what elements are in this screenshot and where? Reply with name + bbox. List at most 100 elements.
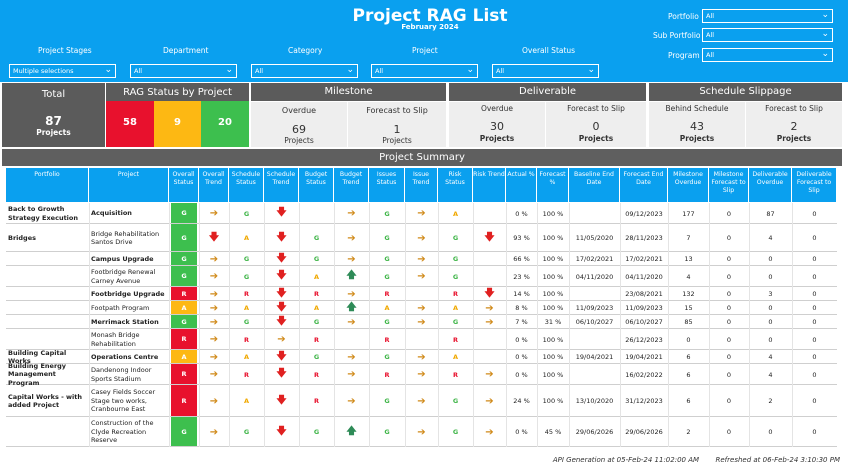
project-stages-filter[interactable]: Multiple selections ⌄	[9, 64, 116, 78]
column-header-schedule-status[interactable]: Schedule Status	[229, 168, 264, 202]
table-row[interactable]: Footbridge Renewal Carney Avenue G ➔ G 🡇 A 🡅 G ➔…	[6, 266, 837, 287]
column-header-deliverable-overdue[interactable]: Deliverable Overdue	[749, 168, 792, 202]
baseline-end-date-cell: 11/05/2020	[575, 234, 614, 242]
table-row[interactable]: Capital Works - with added Project Casey …	[6, 385, 837, 417]
table-row[interactable]: Construction of the Clyde Recreation Res…	[6, 417, 837, 447]
forecast-percent-cell: 100 %	[542, 370, 564, 379]
schedule-trend-cell: 🡇	[264, 364, 299, 385]
column-divider	[405, 203, 406, 447]
rag-green-segment[interactable]: 20	[201, 101, 249, 147]
overall-trend-cell: ➔	[199, 364, 229, 385]
column-header-baseline-end-date[interactable]: Baseline End Date	[569, 168, 620, 202]
risk-trend-cell: ➔	[473, 315, 506, 329]
column-header-deliverable-forecast-to-slip[interactable]: Deliverable Forecast to Slip	[792, 168, 837, 202]
overall-status-filter[interactable]: All ⌄	[492, 64, 599, 78]
milestone-overdue-label: Overdue	[281, 106, 317, 115]
project-cell: Casey Fields Soccer Stage two works, Cra…	[91, 388, 156, 414]
milestone-forecast-value: 1	[393, 123, 401, 136]
summary-table-body[interactable]: Back to Growth Strategy Execution Acquisi…	[6, 203, 837, 454]
sub-portfolio-filter-label: Sub Portfolio	[653, 31, 701, 40]
actual-percent-cell: 24 %	[513, 397, 530, 405]
milestone-forecast-to-slip-cell: 0	[726, 335, 732, 344]
column-header-issue-trend[interactable]: Issue Trend	[405, 168, 438, 202]
table-row[interactable]: Campus Upgrade G ➔ G 🡇 G ➔ G ➔ G 66 % 100 % 17/02/20…	[6, 252, 837, 266]
overall-status-badge: G	[171, 315, 197, 328]
deliverable-forecast-label: Forecast to Slip	[567, 104, 625, 113]
milestone-overdue-cell: 13	[684, 255, 693, 263]
risk-status-cell: G	[452, 272, 459, 281]
budget-trend-cell: ➔	[334, 350, 369, 364]
actual-percent-cell: 7 %	[515, 318, 528, 326]
rag-amber-segment[interactable]: 9	[154, 101, 201, 147]
column-header-overall-trend[interactable]: Overall Trend	[199, 168, 229, 202]
forecast-end-date-cell: 09/12/2023	[625, 209, 663, 218]
deliverable-forecast-to-slip-cell: 0	[812, 335, 817, 344]
deliverable-overdue-cell: 4	[768, 370, 773, 379]
table-row[interactable]: Bridges Bridge Rehabilitation Santos Driv…	[6, 224, 837, 252]
budget-trend-cell: ➔	[334, 385, 369, 417]
rag-red-segment[interactable]: 58	[106, 101, 154, 147]
category-filter[interactable]: All ⌄	[251, 64, 358, 78]
actual-percent-cell: 0 %	[515, 353, 528, 361]
table-row[interactable]: Monash Bridge Rehabilitation R ➔ R ➔ R R R 0 % 10…	[6, 329, 837, 350]
kpi-rag-status: RAG Status by Project 58 9 20	[106, 83, 249, 147]
sub-portfolio-filter[interactable]: All ⌄	[702, 28, 833, 42]
baseline-end-date-cell: 29/06/2026	[575, 428, 614, 436]
table-row[interactable]: Building Energy Management Program Danden…	[6, 362, 837, 387]
deliverable-forecast-to-slip-cell: 0	[812, 290, 817, 298]
actual-percent-cell: 66 %	[513, 255, 530, 263]
schedule-forecast-value: 2	[790, 120, 798, 133]
project-cell: Operations Centre	[91, 352, 159, 361]
column-header-project[interactable]: Project	[89, 168, 169, 202]
column-header-forecast-percent[interactable]: Forecast %	[537, 168, 569, 202]
column-header-milestone-forecast-to-slip[interactable]: Milestone Forecast to Slip	[709, 168, 749, 202]
schedule-status-cell: G	[243, 428, 250, 436]
overall-trend-cell: ➔	[199, 252, 229, 266]
table-row[interactable]: Back to Growth Strategy Execution Acquisi…	[6, 203, 837, 224]
baseline-end-date-cell: 11/09/2023	[575, 304, 614, 312]
baseline-end-date-cell	[569, 364, 620, 385]
column-header-actual-percent[interactable]: Actual %	[506, 168, 537, 202]
forecast-percent-cell: 100 %	[542, 290, 564, 298]
column-header-milestone-overdue[interactable]: Milestone Overdue	[668, 168, 709, 202]
milestone-forecast-card: Forecast to Slip 1 Projects	[348, 102, 446, 147]
column-header-forecast-end-date[interactable]: Forecast End Date	[620, 168, 668, 202]
deliverable-forecast-to-slip-cell: 0	[812, 255, 817, 263]
overall-status-badge: G	[171, 417, 197, 446]
program-filter[interactable]: All ⌄	[702, 48, 833, 62]
column-header-portfolio[interactable]: Portfolio	[6, 168, 89, 202]
project-filter[interactable]: All ⌄	[371, 64, 478, 78]
trend-arrow-right-icon: ➔	[485, 316, 494, 328]
column-header-risk-status[interactable]: Risk Status	[438, 168, 473, 202]
column-divider	[506, 203, 507, 447]
forecast-end-date-cell: 06/10/2027	[625, 318, 663, 326]
milestone-overdue-cell: 132	[682, 290, 695, 298]
portfolio-filter[interactable]: All ⌄	[702, 9, 833, 23]
deliverable-forecast-sub: Projects	[578, 134, 614, 143]
table-row[interactable]: Footpath Program A ➔ A 🡇 A 🡅 A ➔ A ➔ 8 % 100 % 11/09/…	[6, 301, 837, 315]
deliverable-forecast-to-slip-cell: 0	[812, 370, 817, 379]
column-header-budget-status[interactable]: Budget Status	[299, 168, 334, 202]
column-header-risk-trend[interactable]: Risk Trend	[473, 168, 506, 202]
table-row[interactable]: Footbridge Upgrade R ➔ R 🡇 R ➔ R R 🡇 14 % 100 % 23/0…	[6, 287, 837, 301]
milestone-overdue-cell: 15	[684, 304, 693, 312]
column-header-budget-trend[interactable]: Budget Trend	[334, 168, 369, 202]
budget-trend-cell: 🡅	[334, 417, 369, 447]
risk-trend-cell	[473, 203, 506, 224]
forecast-percent-cell: 100 %	[542, 397, 564, 405]
table-row[interactable]: Merrimack Station G ➔ G 🡇 G ➔ G ➔ G ➔ 7 % 31 % 06/10/…	[6, 315, 837, 329]
table-row[interactable]: Building Capital Works Operations Centre A…	[6, 349, 837, 365]
issue-trend-cell: ➔	[405, 224, 438, 252]
department-filter[interactable]: All ⌄	[130, 64, 237, 78]
api-generation-text: API Generation at 05-Feb-24 11:02:00 AM	[552, 456, 700, 464]
overall-trend-cell: ➔	[199, 287, 229, 301]
trend-arrow-down-icon: 🡇	[276, 287, 287, 299]
column-header-issues-status[interactable]: Issues Status	[369, 168, 405, 202]
column-header-overall-status[interactable]: Overall Status	[169, 168, 199, 202]
column-header-schedule-trend[interactable]: Schedule Trend	[264, 168, 299, 202]
header-banner: Project RAG List February 2024 Portfolio…	[0, 0, 848, 82]
project-stages-filter-value: Multiple selections	[13, 67, 74, 75]
issue-trend-cell: ➔	[405, 417, 438, 447]
trend-arrow-right-icon: ➔	[209, 208, 219, 219]
